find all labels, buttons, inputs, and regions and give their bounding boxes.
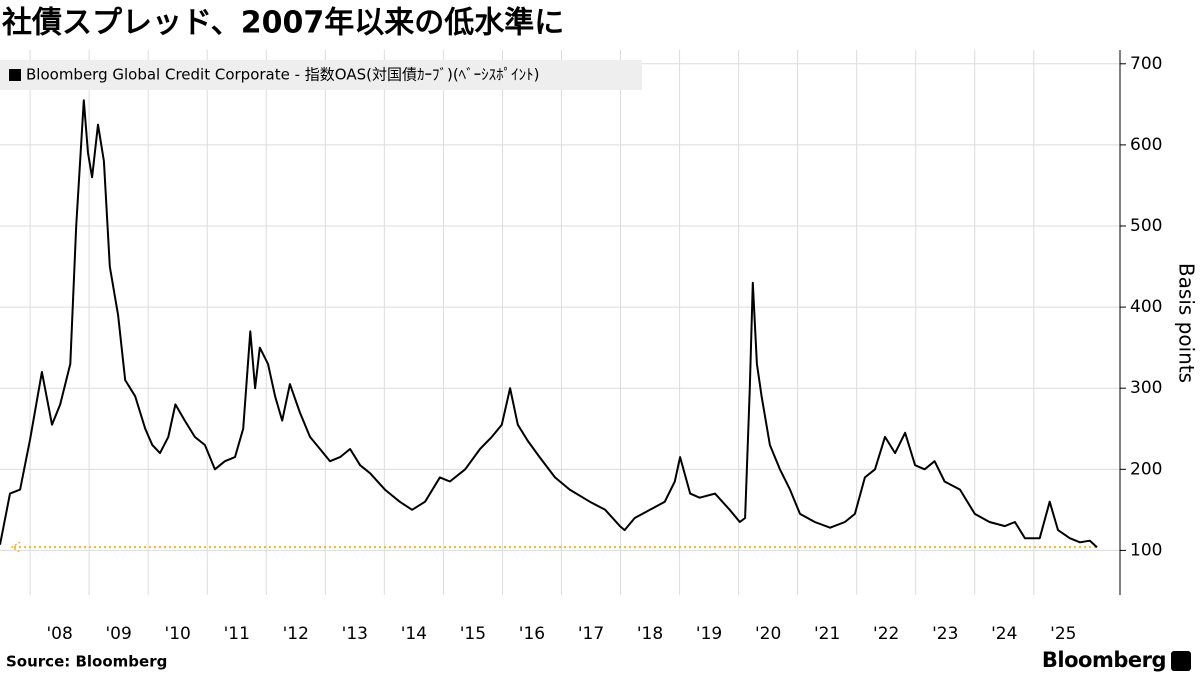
legend-swatch (9, 69, 21, 81)
x-tick-label: '09 (106, 624, 132, 644)
x-tick-label: '17 (578, 624, 604, 644)
x-tick-label: '25 (1050, 624, 1076, 644)
x-tick-label: '08 (46, 624, 72, 644)
y-tick-label: 100 (1130, 540, 1162, 560)
x-tick-label: '21 (814, 624, 840, 644)
y-tick-label: 600 (1130, 135, 1162, 155)
y-tick-label: 200 (1130, 459, 1162, 479)
chart-title: 社債スプレッド、2007年以来の低水準に (2, 6, 564, 41)
logo-icon (1171, 651, 1191, 671)
reference-arrow (10, 541, 21, 553)
x-tick-label: '20 (755, 624, 781, 644)
y-tick-label: 500 (1130, 216, 1162, 236)
legend-label: Bloomberg Global Credit Corporate - 指数OA… (26, 66, 540, 84)
x-tick-label: '12 (283, 624, 309, 644)
x-tick-label: '18 (637, 624, 663, 644)
logo: Bloomberg (1042, 648, 1166, 672)
x-tick-label: '22 (873, 624, 899, 644)
x-tick-label: '14 (401, 624, 427, 644)
legend-box (0, 60, 642, 90)
x-tick-label: '13 (342, 624, 368, 644)
y-tick-label: 700 (1130, 54, 1162, 74)
y-axis-label: Basis points (1175, 263, 1199, 383)
x-tick-label: '10 (165, 624, 191, 644)
y-tick-label: 400 (1130, 297, 1162, 317)
x-tick-label: '15 (460, 624, 486, 644)
x-tick-label: '19 (696, 624, 722, 644)
source: Source: Bloomberg (6, 653, 167, 671)
grid (0, 50, 1120, 595)
x-tick-label: '16 (519, 624, 545, 644)
x-tick-label: '11 (224, 624, 250, 644)
x-tick-label: '23 (932, 624, 958, 644)
line-series (0, 99, 1098, 548)
x-tick-label: '24 (991, 624, 1017, 644)
y-tick-label: 300 (1130, 378, 1162, 398)
